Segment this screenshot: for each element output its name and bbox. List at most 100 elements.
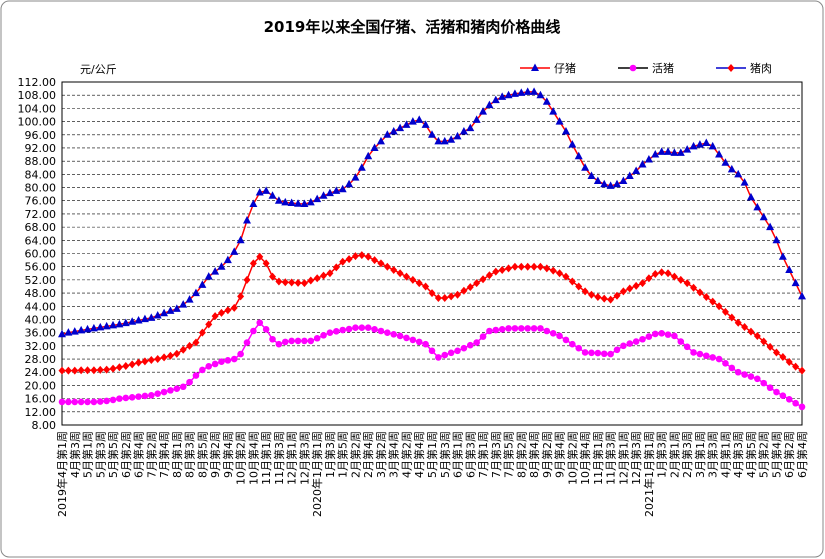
x-tick-label: 2月第4周 [361, 431, 375, 478]
point [434, 136, 443, 145]
point [377, 327, 385, 335]
point [524, 325, 531, 332]
point [185, 295, 194, 303]
point [607, 295, 615, 304]
point [791, 278, 800, 287]
point [472, 115, 481, 123]
y-tick-label: 68.00 [25, 221, 57, 234]
point [211, 360, 219, 368]
point [421, 120, 430, 128]
point [141, 392, 149, 400]
x-tick-label: 12月第1周 [616, 431, 630, 485]
point [536, 262, 544, 271]
point [415, 338, 423, 346]
x-tick-label: 2021年1月第1周 [642, 431, 656, 517]
point [358, 324, 366, 332]
point [766, 222, 775, 231]
point [205, 362, 213, 370]
x-tick-label: 2月第3周 [680, 431, 694, 478]
point [154, 355, 162, 364]
point [71, 366, 79, 375]
point [352, 324, 359, 332]
point [160, 353, 168, 362]
point [84, 398, 91, 406]
x-tick-label: 7月第3周 [489, 431, 503, 478]
point [275, 277, 283, 286]
point [568, 277, 576, 286]
point [281, 338, 289, 346]
point [555, 117, 564, 125]
point [262, 326, 270, 333]
point [479, 107, 488, 115]
point [205, 320, 213, 329]
point [58, 398, 66, 406]
point [722, 360, 729, 367]
point [543, 264, 551, 273]
point [384, 329, 391, 336]
x-tick-label: 3月第1周 [693, 431, 707, 478]
point [638, 159, 647, 168]
point [389, 126, 398, 135]
x-tick-label: 9月第2周 [540, 431, 554, 478]
point [255, 187, 264, 196]
point [454, 290, 462, 299]
point [447, 135, 456, 143]
point [256, 319, 264, 327]
point [690, 349, 697, 356]
point [377, 259, 385, 268]
point [332, 263, 340, 272]
x-tick-label: 7月第1周 [476, 431, 490, 478]
point [785, 395, 793, 403]
point [428, 289, 436, 298]
point [486, 327, 493, 335]
point [294, 278, 302, 287]
point [77, 366, 85, 375]
point [460, 286, 468, 295]
point [531, 63, 539, 71]
point [613, 346, 621, 354]
point [728, 364, 736, 372]
point [250, 327, 257, 335]
point [759, 212, 768, 221]
legend-label: 猪肉 [750, 62, 772, 75]
point [301, 337, 308, 345]
x-tick-label: 9月第4周 [553, 431, 567, 478]
point [186, 341, 194, 350]
point [256, 252, 264, 261]
x-tick-label: 5月第1周 [81, 431, 95, 478]
x-tick-label: 6月第2周 [782, 431, 796, 478]
point [121, 318, 130, 327]
point [103, 365, 111, 374]
x-tick-label: 7月第2周 [144, 431, 158, 478]
point [747, 327, 755, 336]
point [275, 340, 283, 348]
y-tick-label: 8.00 [32, 419, 57, 432]
point [664, 331, 672, 338]
point [287, 198, 296, 207]
point [721, 307, 729, 316]
point [134, 315, 143, 324]
y-tick-label: 112.00 [18, 76, 57, 89]
point [306, 197, 315, 206]
point [498, 265, 506, 274]
point [683, 343, 691, 351]
point [715, 150, 724, 158]
point [492, 267, 500, 276]
point [147, 356, 155, 365]
point [619, 287, 627, 296]
point [64, 328, 73, 336]
point [211, 267, 220, 275]
point [613, 179, 621, 188]
point [345, 325, 353, 333]
y-tick-label: 52.00 [25, 274, 57, 287]
y-tick-label: 28.00 [25, 353, 57, 366]
point [773, 388, 780, 396]
point [383, 130, 392, 138]
point [230, 247, 239, 255]
point [569, 340, 576, 348]
point [173, 349, 181, 358]
point [575, 282, 583, 291]
point [543, 327, 551, 335]
chart-title: 2019年以来全国仔猪、活猪和猪肉价格曲线 [264, 18, 561, 36]
y-tick-label: 104.00 [18, 102, 57, 115]
